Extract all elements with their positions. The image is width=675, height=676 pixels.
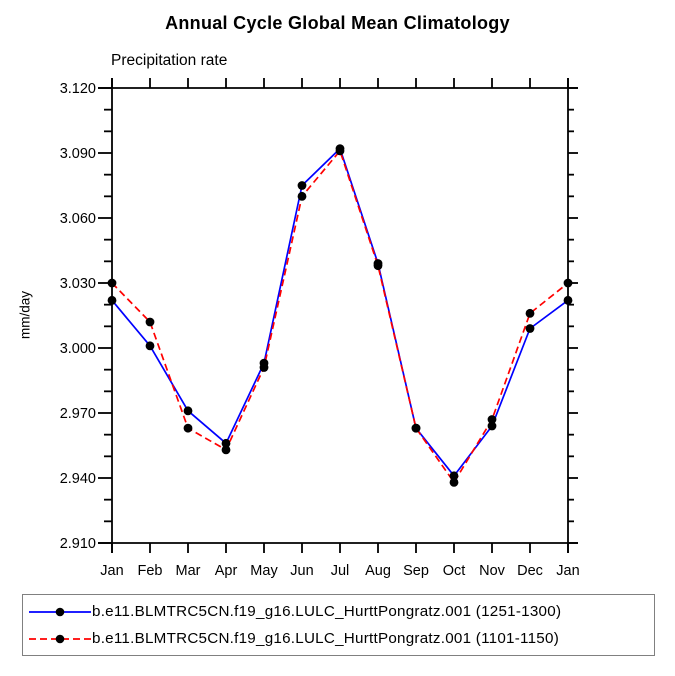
- data-point-marker: [145, 317, 155, 327]
- data-point-marker: [563, 278, 573, 288]
- y-tick-label: 3.030: [60, 276, 96, 292]
- x-tick-label: Jan: [100, 563, 123, 579]
- data-point-marker: [107, 295, 117, 305]
- series-line-dashed: [111, 149, 569, 484]
- y-tick-label: 2.910: [60, 536, 96, 552]
- y-tick-label: 3.060: [60, 211, 96, 227]
- data-point-marker: [259, 363, 269, 372]
- x-tick-label: Jul: [331, 563, 350, 579]
- data-point-marker: [449, 471, 459, 481]
- data-point-marker: [221, 445, 231, 455]
- data-point-marker: [563, 295, 573, 305]
- y-tick-label: 3.000: [60, 341, 96, 357]
- data-point-marker: [487, 421, 497, 431]
- x-tick-label: May: [250, 563, 278, 579]
- data-point-marker: [183, 423, 193, 433]
- data-point-marker: [221, 438, 231, 448]
- x-tick-label: Jan: [556, 563, 579, 579]
- x-tick-label: Aug: [365, 563, 391, 579]
- x-tick-label: Jun: [290, 563, 313, 579]
- data-point-marker: [183, 406, 193, 416]
- x-tick-label: Oct: [443, 563, 466, 579]
- x-tick-label: Nov: [479, 563, 506, 579]
- legend-line-solid-sample: [29, 607, 91, 616]
- data-point-marker: [107, 278, 117, 288]
- x-tick-label: Mar: [176, 563, 201, 579]
- x-tick-label: Sep: [403, 563, 429, 579]
- data-point-marker: [373, 261, 383, 271]
- chart-subtitle: Precipitation rate: [111, 52, 228, 69]
- chart-title: Annual Cycle Global Mean Climatology: [165, 13, 510, 33]
- legend-label-series1: b.e11.BLMTRC5CN.f19_g16.LULC_HurttPongra…: [92, 603, 562, 620]
- data-point-marker: [297, 191, 307, 201]
- data-point-marker: [525, 308, 535, 318]
- data-point-marker: [297, 181, 307, 190]
- y-tick-label: 2.940: [60, 471, 96, 487]
- x-tick-label: Feb: [138, 563, 163, 579]
- y-tick-label: 3.090: [60, 146, 96, 162]
- legend-row-series2: b.e11.BLMTRC5CN.f19_g16.LULC_HurttPongra…: [23, 625, 654, 652]
- y-tick-label: 3.120: [60, 81, 96, 97]
- legend-marker-dot-icon: [55, 607, 65, 616]
- data-point-marker: [145, 341, 155, 351]
- legend-label-series2: b.e11.BLMTRC5CN.f19_g16.LULC_HurttPongra…: [92, 630, 560, 647]
- legend-row-series1: b.e11.BLMTRC5CN.f19_g16.LULC_HurttPongra…: [23, 598, 654, 625]
- data-point-marker: [487, 415, 497, 424]
- y-tick-label: 2.970: [60, 406, 96, 422]
- legend-line-dashed-sample: [29, 634, 91, 643]
- series-line-solid: [111, 147, 569, 477]
- data-point-marker: [335, 146, 345, 156]
- legend-marker-dot-icon: [55, 634, 65, 643]
- data-point-marker: [449, 477, 459, 487]
- legend: b.e11.BLMTRC5CN.f19_g16.LULC_HurttPongra…: [22, 594, 655, 656]
- data-point-marker: [411, 423, 421, 433]
- data-point-marker: [525, 324, 535, 333]
- x-tick-label: Apr: [215, 563, 238, 579]
- x-tick-label: Dec: [517, 563, 543, 579]
